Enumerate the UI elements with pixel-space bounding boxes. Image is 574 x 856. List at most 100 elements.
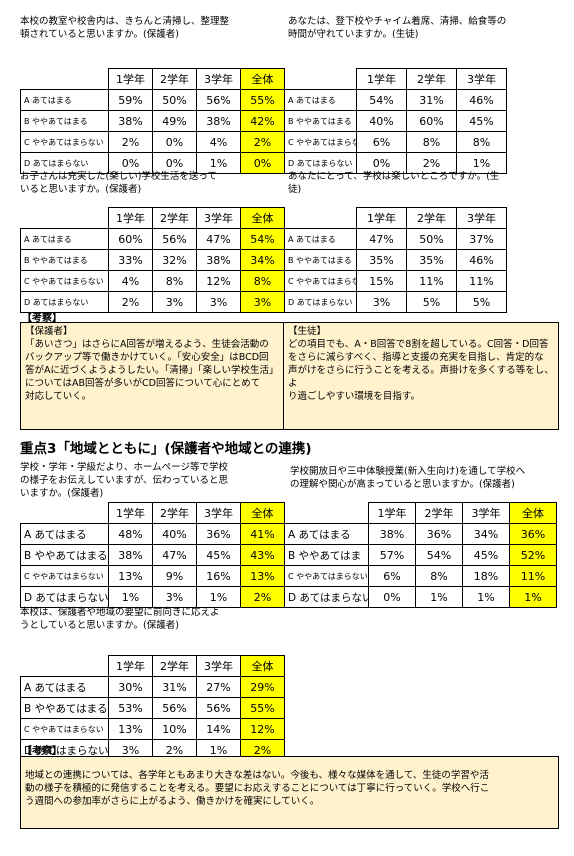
- cell-value: 48%: [108, 523, 153, 545]
- cell-value: 0%: [152, 131, 197, 153]
- cell-value: 54%: [415, 544, 463, 566]
- row-label: D あてはまらない: [284, 291, 357, 313]
- column-header: 3学年: [196, 502, 241, 524]
- question-text: あなたは、登下校やチャイム着席、清掃、給食等の 時間が守れていますか。(生徒): [288, 16, 507, 40]
- column-header: 3学年: [196, 207, 241, 229]
- cell-value: 35%: [406, 249, 457, 271]
- table-row: B ややあてはまる 33% 32% 38% 34%: [20, 249, 285, 271]
- cell-value: 41%: [240, 523, 285, 545]
- cell-value: 31%: [152, 676, 197, 698]
- cell-value: 1%: [462, 586, 510, 608]
- cell-value: 11%: [456, 270, 507, 292]
- column-header: 1学年: [356, 207, 407, 229]
- column-header: 3学年: [456, 68, 507, 90]
- cell-value: 27%: [196, 676, 241, 698]
- cell-value: 38%: [108, 110, 153, 132]
- row-label: A あてはまる: [284, 523, 369, 545]
- row-label: A あてはまる: [20, 228, 109, 250]
- kosatsu-box-parents: 【保護者】 「あいさつ」はさらにA回答が増えるよう、生徒会活動の バックアップ等…: [20, 322, 284, 430]
- results-table: 1学年 2学年 3学年 全体 A あてはまる 38% 36% 34% 36% B ややあてはま 57…: [284, 502, 557, 608]
- cell-value: 36%: [415, 523, 463, 545]
- cell-value: 3%: [196, 291, 241, 313]
- cell-value: 13%: [240, 565, 285, 587]
- cell-value: 30%: [108, 676, 153, 698]
- cell-value: 40%: [152, 523, 197, 545]
- table-row: A あてはまる 48% 40% 36% 41%: [20, 523, 285, 545]
- cell-value: 57%: [368, 544, 416, 566]
- kosatsu-box-community: 地域との連携については、各学年ともあまり大きな差はない。今後も、様々な媒体を通し…: [20, 756, 559, 829]
- question-text: お子さんは充実した(楽しい)学校生活を送って いると思いますか。(保護者): [20, 171, 217, 195]
- cell-value: 5%: [456, 291, 507, 313]
- cell-value: 11%: [509, 565, 557, 587]
- cell-value: 38%: [196, 249, 241, 271]
- row-label: D あてはまらない: [20, 586, 109, 608]
- table-row: A あてはまる 60% 56% 47% 54%: [20, 228, 285, 250]
- cell-value: 36%: [196, 523, 241, 545]
- row-label: A あてはまる: [284, 228, 357, 250]
- table-row: D あてはまらない 0% 1% 1% 1%: [284, 586, 557, 608]
- cell-value: 1%: [415, 586, 463, 608]
- cell-value: 8%: [152, 270, 197, 292]
- cell-value: 36%: [509, 523, 557, 545]
- cell-value: 34%: [462, 523, 510, 545]
- cell-value: 8%: [415, 565, 463, 587]
- row-label: B ややあてはまる: [20, 697, 109, 719]
- cell-value: 56%: [152, 228, 197, 250]
- results-table: 1学年 2学年 3学年 全体 A あてはまる 60% 56% 47% 54% B ややあてはまる 3…: [20, 207, 285, 313]
- header-blank: [21, 208, 109, 229]
- row-label: D あてはまらない: [20, 152, 109, 174]
- table-row: B ややあてはまる 35% 35% 46%: [284, 249, 507, 271]
- row-label: C ややあてはまらない: [20, 565, 109, 587]
- question-text: あなたにとって、学校は楽しいところですか。(生 徒): [288, 171, 500, 195]
- cell-value: 0%: [108, 152, 153, 174]
- section-title: 重点3「地域とともに」(保護者や地域との連携): [20, 441, 312, 457]
- cell-value: 16%: [196, 565, 241, 587]
- column-header: 全体: [240, 68, 285, 90]
- cell-value: 2%: [108, 131, 153, 153]
- cell-value: 34%: [240, 249, 285, 271]
- table-row: D あてはまらない 3% 2% 1% 2%: [20, 739, 285, 761]
- cell-value: 1%: [509, 586, 557, 608]
- cell-value: 15%: [356, 270, 407, 292]
- cell-value: 32%: [152, 249, 197, 271]
- cell-value: 0%: [240, 152, 285, 174]
- header-blank: [285, 208, 357, 229]
- table-row: D あてはまらない 0% 0% 1% 0%: [20, 152, 285, 174]
- cell-value: 54%: [240, 228, 285, 250]
- cell-value: 2%: [240, 586, 285, 608]
- column-header: 2学年: [152, 207, 197, 229]
- table-row: A あてはまる 38% 36% 34% 36%: [284, 523, 557, 545]
- cell-value: 43%: [240, 544, 285, 566]
- cell-value: 9%: [152, 565, 197, 587]
- cell-value: 1%: [108, 586, 153, 608]
- cell-value: 3%: [356, 291, 407, 313]
- row-label: C ややあてはまらない: [284, 131, 357, 153]
- cell-value: 42%: [240, 110, 285, 132]
- row-label: B ややあてはまる: [284, 249, 357, 271]
- cell-value: 47%: [152, 544, 197, 566]
- column-header: 2学年: [406, 207, 457, 229]
- question-text: 本校の教室や校舎内は、きちんと清掃し、整理整 頓されていると思いますか。(保護者…: [20, 16, 230, 40]
- cell-value: 47%: [356, 228, 407, 250]
- cell-value: 45%: [462, 544, 510, 566]
- column-header: 3学年: [196, 68, 241, 90]
- row-label: B ややあてはまる: [20, 249, 109, 271]
- cell-value: 29%: [240, 676, 285, 698]
- cell-value: 4%: [196, 131, 241, 153]
- table-row: A あてはまる 54% 31% 46%: [284, 89, 507, 111]
- cell-value: 54%: [356, 89, 407, 111]
- table-row: A あてはまる 59% 50% 56% 55%: [20, 89, 285, 111]
- header-blank: [21, 503, 109, 524]
- cell-value: 2%: [108, 291, 153, 313]
- cell-value: 2%: [240, 131, 285, 153]
- cell-value: 11%: [406, 270, 457, 292]
- cell-value: 3%: [152, 586, 197, 608]
- row-label: B ややあてはまる: [20, 544, 109, 566]
- table-row: D あてはまらない 3% 5% 5%: [284, 291, 507, 313]
- results-table: 1学年 2学年 3学年 全体 A あてはまる 30% 31% 27% 29% B ややあてはまる 5…: [20, 655, 285, 761]
- cell-value: 56%: [152, 697, 197, 719]
- cell-value: 12%: [196, 270, 241, 292]
- table-row: B ややあてはま 57% 54% 45% 52%: [284, 544, 557, 566]
- cell-value: 38%: [108, 544, 153, 566]
- table-row: B ややあてはまる 40% 60% 45%: [284, 110, 507, 132]
